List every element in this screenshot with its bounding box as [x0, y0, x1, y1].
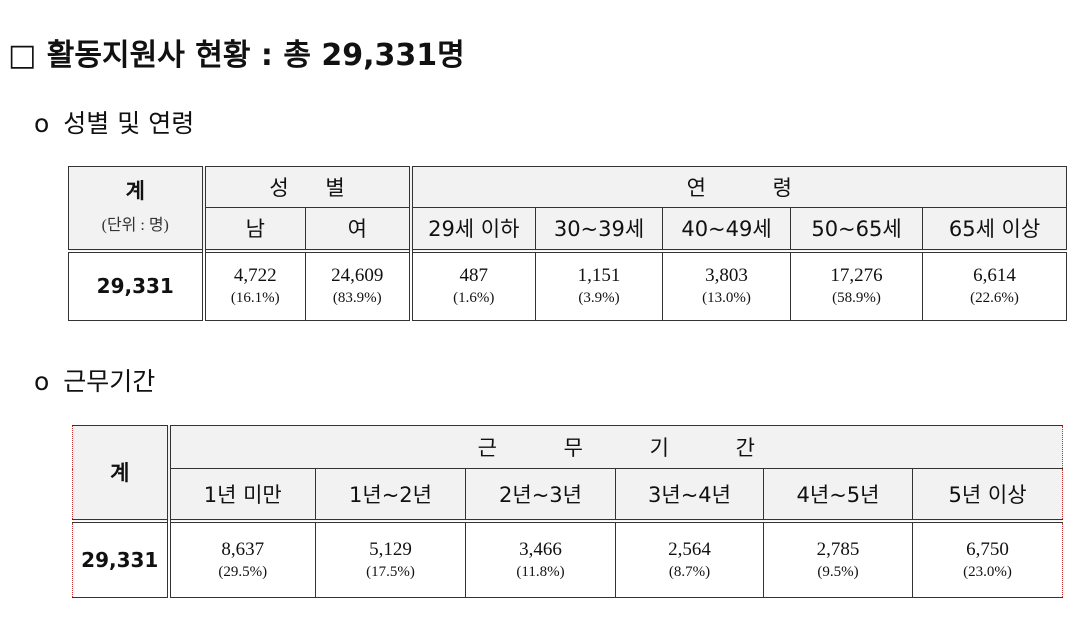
cell-share: (11.8%) — [516, 563, 565, 580]
unit: (단위 : 명) — [101, 217, 169, 234]
cell-share: (29.5%) — [218, 563, 268, 580]
cell: 6,614 (22.6%) — [922, 248, 1068, 321]
total-header: 계 (단위 : 명) — [68, 166, 206, 251]
cell-value: 6,614 — [973, 265, 1016, 287]
cell-share: (23.0%) — [963, 563, 1012, 580]
cell-value: 2,785 — [816, 538, 860, 560]
cell: 5,129 (17.5%) — [315, 518, 466, 598]
column-header: 1년 미만 — [168, 468, 316, 521]
cell-value: 17,276 — [830, 265, 883, 287]
cell-value: 487 — [459, 265, 489, 287]
cell: 17,276 (58.9%) — [790, 248, 924, 321]
total-value: 29,331 — [72, 518, 171, 598]
cell: 2,785 (9.5%) — [763, 518, 913, 598]
total-value: 29,331 — [68, 248, 206, 321]
column-header: 65세 이상 — [922, 207, 1068, 251]
total-label: 계 — [125, 179, 145, 203]
heading-text: 근무기간 — [63, 367, 156, 396]
header-row: 1년 미만 1년~2년 2년~3년 3년~4년 4년~5년 5년 이상 — [73, 468, 1064, 521]
cell-share: (58.9%) — [832, 290, 881, 307]
cell-value: 5,129 — [369, 538, 412, 560]
heading-text: 성별 및 연령 — [63, 109, 195, 138]
cell-share: (16.1%) — [230, 290, 280, 307]
column-header: 4년~5년 — [763, 468, 913, 521]
column-header: 29세 이하 — [410, 207, 537, 251]
total-header: 계 — [72, 425, 171, 521]
cell: 3,803 (13.0%) — [662, 248, 792, 321]
cell-share: (9.5%) — [817, 563, 859, 580]
cell-value: 1,151 — [577, 265, 621, 287]
title: □ 활동지원사 현황 : 총 29,331명 — [8, 38, 465, 73]
cell: 4,722 (16.1%) — [203, 248, 306, 321]
cell: 24,609 (83.9%) — [304, 248, 413, 321]
cell-share: (83.9%) — [332, 290, 382, 307]
total-label: 계 — [110, 461, 130, 486]
cell-share: (8.7%) — [668, 563, 711, 580]
cell: 2,564 (8.7%) — [615, 518, 764, 598]
section-heading: o 근무기간 — [34, 362, 155, 398]
cell: 487 (1.6%) — [410, 248, 537, 321]
cell-share: (13.0%) — [702, 290, 751, 307]
cell-value: 3,803 — [705, 265, 748, 287]
column-header: 5년 이상 — [911, 468, 1064, 521]
group-header: 연 령 — [410, 166, 1068, 208]
group-header: 성 별 — [202, 166, 413, 208]
cell-share: (1.6%) — [453, 290, 495, 307]
group-header: 근 무 기 간 — [167, 425, 1064, 469]
cell: 1,151 (3.9%) — [535, 248, 664, 321]
cell-value: 24,609 — [331, 265, 384, 287]
cell-share: (22.6%) — [970, 290, 1019, 307]
cell-value: 3,466 — [519, 538, 562, 560]
data-row: 29,331 4,722 (16.1%) 24,609 (83.9%) 487 (1.6%)… — [68, 248, 1068, 321]
cell: 3,466 (11.8%) — [465, 518, 616, 598]
section-heading: o 성별 및 연령 — [34, 104, 194, 140]
cell-share: (3.9%) — [578, 290, 620, 307]
column-header: 남 — [203, 207, 306, 251]
bullet: o — [34, 367, 50, 396]
column-header: 50~65세 — [790, 207, 924, 251]
column-header: 30~39세 — [535, 207, 664, 251]
cell-value: 2,564 — [668, 538, 711, 560]
column-header: 여 — [304, 207, 413, 251]
cell: 8,637 (29.5%) — [168, 518, 316, 598]
bullet: o — [34, 109, 50, 138]
cell-share: (17.5%) — [366, 563, 415, 580]
cell-value: 4,722 — [233, 265, 277, 287]
data-row: 29,331 8,637 (29.5%) 5,129 (17.5%) 3,466 (11.8… — [72, 518, 1064, 598]
column-header: 40~49세 — [662, 207, 792, 251]
column-header: 3년~4년 — [615, 468, 764, 521]
cell-value: 6,750 — [966, 538, 1009, 560]
column-header: 2년~3년 — [465, 468, 616, 521]
cell: 6,750 (23.0%) — [911, 518, 1064, 598]
header-row: 남 여 29세 이하 30~39세 40~49세 50~65세 65세 이상 — [69, 207, 1068, 251]
cell-value: 8,637 — [221, 538, 265, 560]
column-header: 1년~2년 — [315, 468, 466, 521]
